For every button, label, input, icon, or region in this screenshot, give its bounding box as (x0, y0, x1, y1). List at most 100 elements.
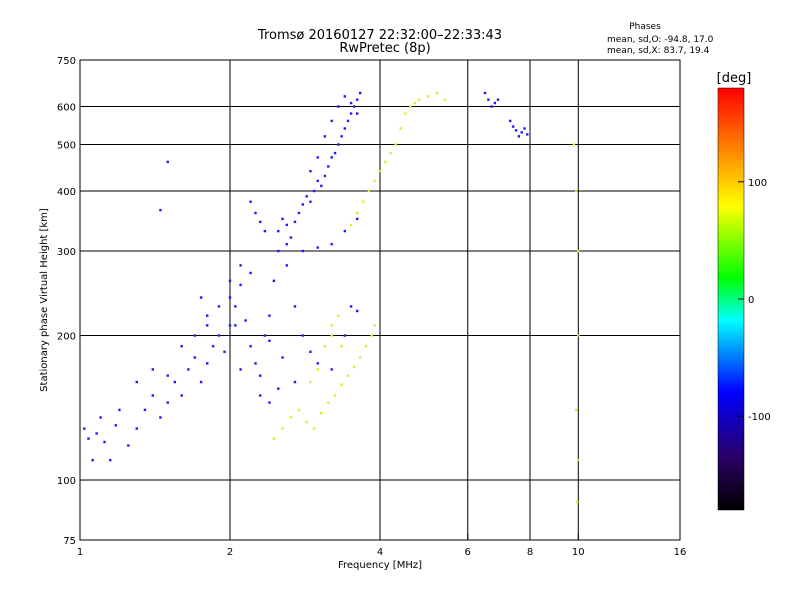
x-mode-point (327, 401, 330, 404)
o-mode-point (301, 203, 305, 206)
o-mode-point (234, 324, 237, 327)
o-mode-point (340, 135, 343, 138)
o-mode-point (277, 229, 280, 233)
o-mode-point (301, 249, 305, 253)
o-mode-point (349, 101, 353, 105)
x-mode-point (418, 98, 421, 101)
x-mode-point (340, 345, 343, 348)
o-mode-point (316, 246, 319, 249)
o-mode-point (281, 356, 284, 359)
x-mode-point (389, 151, 392, 155)
o-mode-point (349, 305, 353, 308)
o-mode-point (483, 91, 487, 95)
x-mode-point (572, 143, 576, 146)
o-mode-point (511, 125, 515, 128)
colorbar-label: [deg] (717, 71, 752, 86)
stats-line-x: mean, sd,X: 83.7, 19.4 (607, 46, 710, 56)
o-mode-point (228, 279, 232, 283)
o-mode-point (297, 211, 301, 215)
o-mode-point (309, 350, 312, 353)
x-mode-point (281, 427, 284, 430)
o-mode-point (323, 174, 327, 178)
o-mode-point (244, 319, 247, 322)
o-mode-point (281, 217, 284, 221)
stats-heading: Phases (629, 22, 661, 32)
o-mode-point (173, 380, 177, 384)
x-mode-point (435, 91, 438, 95)
y-tick-labels: 75 100 200 300 400 500 600 750 (57, 56, 86, 547)
o-mode-point (333, 151, 337, 155)
o-mode-point (87, 437, 90, 440)
x-mode-point (346, 374, 350, 377)
o-mode-point (143, 408, 147, 412)
y-tick-label: 600 (57, 103, 76, 114)
o-mode-point (358, 91, 362, 95)
x-mode-point (358, 356, 362, 359)
o-mode-point (523, 127, 526, 130)
colorbar-ticks: 100 0 -100 (738, 178, 771, 423)
o-mode-point (493, 101, 497, 105)
o-mode-point (517, 135, 521, 138)
o-mode-point (83, 427, 86, 430)
x-mode-point (323, 345, 327, 348)
o-mode-point (180, 394, 183, 397)
chart-title: Tromsø 20160127 22:32:00–22:33:43 (257, 28, 502, 43)
x-mode-point (349, 223, 353, 227)
o-mode-point (187, 368, 190, 371)
colorbar-tick-label: -100 (748, 412, 771, 423)
x-mode-point (333, 394, 337, 397)
o-mode-point (127, 444, 130, 447)
o-mode-point (103, 440, 106, 444)
o-mode-point (293, 305, 297, 308)
o-mode-point (151, 394, 155, 397)
x-mode-point (427, 95, 430, 98)
x-mode-point (384, 160, 387, 164)
x-mode-point (330, 334, 333, 337)
o-mode-point (285, 223, 288, 227)
x-mode-point (574, 408, 578, 412)
o-mode-point (330, 242, 333, 246)
o-mode-point (316, 156, 319, 159)
o-mode-point (249, 345, 252, 348)
x-tick-labels: 1 2 4 6 8 10 16 (77, 534, 687, 558)
x-mode-point (297, 408, 301, 412)
o-mode-point (259, 394, 262, 397)
o-mode-point (285, 264, 288, 267)
o-mode-point (277, 249, 280, 253)
o-mode-point (114, 424, 118, 427)
o-mode-point (330, 156, 333, 159)
x-mode-point (272, 437, 276, 440)
x-mode-point (404, 112, 407, 115)
o-mode-point (343, 229, 347, 233)
o-mode-point (217, 334, 221, 337)
x-mode-point (370, 334, 373, 337)
y-tick-label: 400 (57, 187, 76, 198)
x-mode-point (312, 427, 316, 430)
o-mode-point (211, 345, 215, 348)
o-mode-point (309, 200, 312, 203)
x-mode-point (574, 189, 578, 193)
x-mode-point (577, 458, 580, 462)
x-axis-label: Frequency [MHz] (338, 560, 422, 571)
o-mode-point (293, 220, 297, 224)
x-mode-point (373, 324, 376, 327)
x-tick-label: 16 (674, 547, 687, 558)
y-tick-label: 500 (57, 141, 76, 152)
o-mode-point (151, 368, 155, 371)
x-mode-point (577, 249, 580, 253)
o-mode-point (239, 283, 242, 287)
o-mode-point (508, 119, 512, 123)
o-mode-point (234, 305, 237, 308)
o-mode-point (355, 217, 359, 221)
y-tick-label: 750 (57, 56, 76, 67)
x-tick-label: 1 (77, 547, 83, 558)
o-mode-point (199, 296, 203, 299)
x-mode-point (289, 416, 293, 419)
x-mode-point (399, 127, 402, 130)
o-mode-point (343, 127, 347, 130)
o-mode-point (323, 135, 327, 138)
o-mode-point (99, 416, 102, 419)
x-mode-point (367, 189, 371, 193)
o-mode-point (263, 334, 267, 337)
